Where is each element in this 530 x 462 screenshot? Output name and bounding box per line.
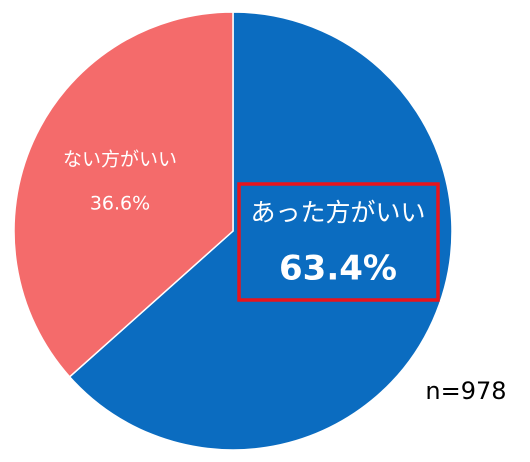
slice-value-label: 63.4% bbox=[279, 249, 397, 289]
sample-size-note: n=978 bbox=[425, 377, 506, 405]
highlight-box bbox=[237, 182, 440, 302]
pie-slice bbox=[13, 11, 234, 378]
pie-slice bbox=[68, 11, 453, 451]
slice-value-label: 36.6% bbox=[90, 193, 150, 215]
slice-label: ない方がいい bbox=[63, 149, 177, 171]
slice-label: あった方がいい bbox=[250, 198, 425, 227]
